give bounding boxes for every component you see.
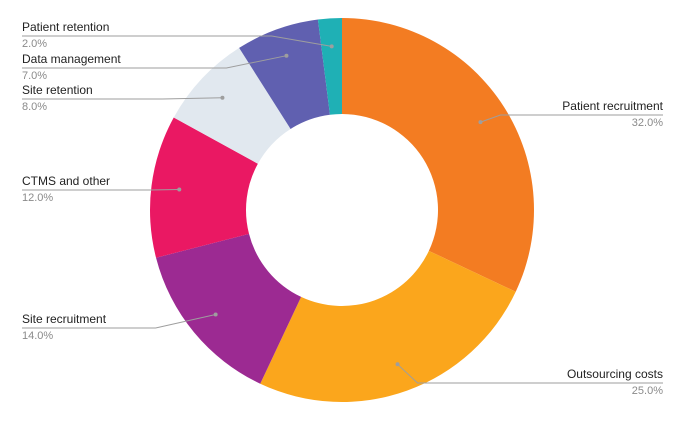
leader-dot-patient-recruitment [478, 120, 483, 125]
leader-ctms-and-other [22, 188, 180, 191]
pct-ctms-and-other: 12.0% [22, 192, 53, 204]
leader-dot-site-retention [220, 95, 225, 100]
leader-dot-ctms-and-other [177, 187, 182, 192]
leader-outsourcing-costs [397, 363, 663, 384]
pct-outsourcing-costs: 25.0% [632, 385, 663, 397]
label-site-recruitment: Site recruitment [22, 312, 107, 326]
leader-dot-patient-retention [329, 44, 334, 49]
pct-patient-recruitment: 32.0% [632, 117, 663, 129]
label-ctms-and-other: CTMS and other [22, 174, 110, 188]
label-site-retention: Site retention [22, 83, 93, 97]
pct-data-management: 7.0% [22, 70, 47, 82]
leader-dot-data-management [284, 53, 289, 58]
leader-dot-site-recruitment [213, 312, 218, 317]
slice-data-management [239, 19, 330, 129]
label-patient-recruitment: Patient recruitment [562, 99, 663, 113]
slice-patient-recruitment [342, 18, 534, 292]
donut-slices [150, 18, 534, 402]
slice-site-recruitment [156, 233, 302, 384]
leader-dot-outsourcing-costs [395, 362, 400, 367]
label-outsourcing-costs: Outsourcing costs [567, 367, 663, 381]
leader-site-recruitment [22, 314, 216, 329]
pct-site-recruitment: 14.0% [22, 330, 53, 342]
slice-site-retention [173, 47, 291, 164]
label-patient-retention: Patient retention [22, 20, 109, 34]
leader-patient-retention [22, 35, 332, 47]
slice-labels: Patient recruitment 32.0% Outsourcing cost… [22, 20, 664, 397]
slice-ctms-and-other [150, 117, 258, 258]
label-data-management: Data management [22, 52, 121, 66]
leader-data-management [22, 55, 287, 69]
pct-site-retention: 8.0% [22, 101, 47, 113]
pct-patient-retention: 2.0% [22, 38, 47, 50]
leader-site-retention [22, 97, 223, 100]
slice-patient-retention [317, 18, 342, 115]
leader-lines [22, 35, 663, 384]
leader-patient-recruitment [480, 114, 663, 123]
slice-outsourcing-costs [260, 250, 516, 402]
